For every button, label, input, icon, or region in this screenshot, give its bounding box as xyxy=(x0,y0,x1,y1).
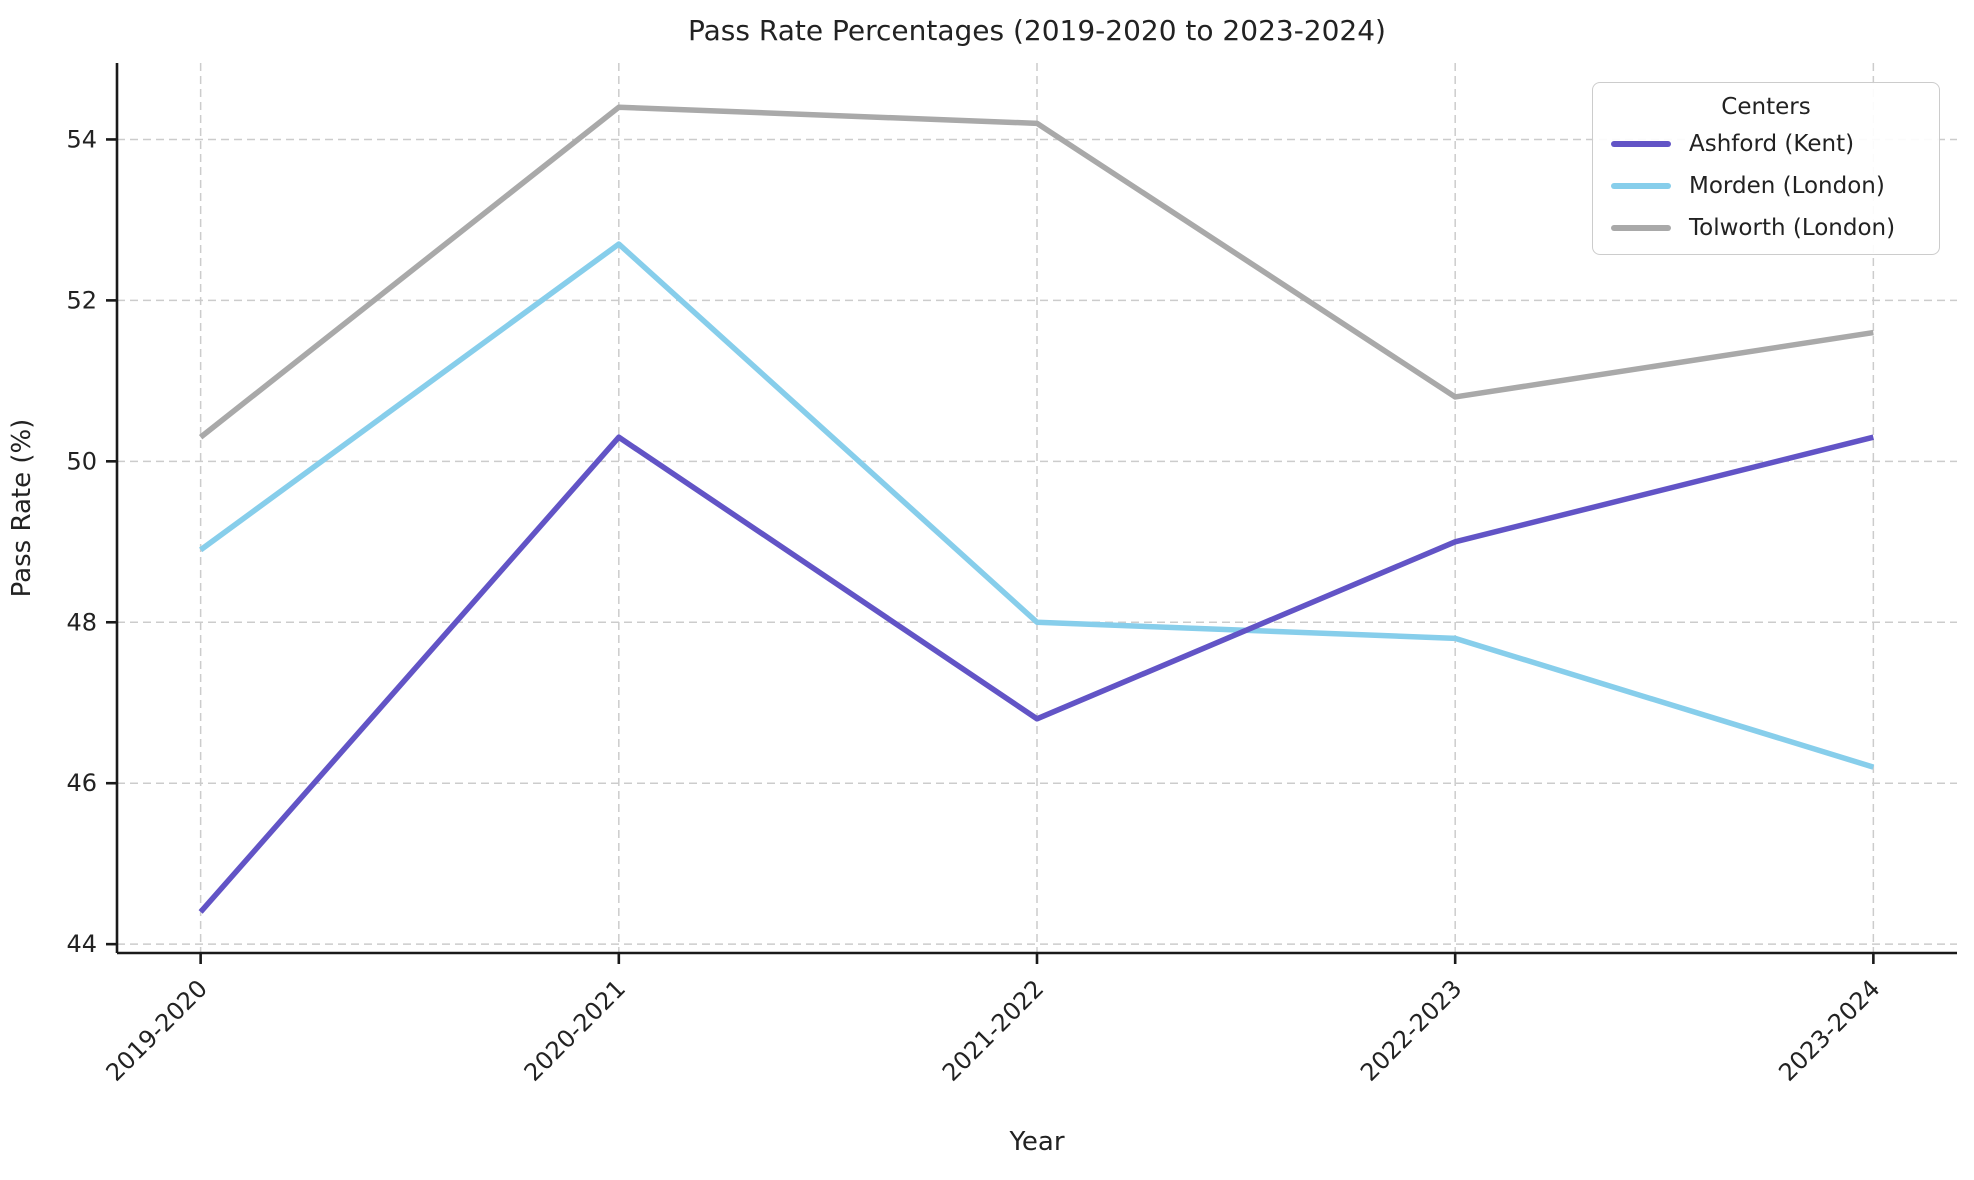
y-tick-label: 54 xyxy=(66,125,97,153)
legend-swatch xyxy=(1611,141,1671,147)
legend-items: Ashford (Kent) Morden (London) Tolworth (L… xyxy=(1611,123,1921,249)
grid-layer xyxy=(117,63,1957,953)
legend-item-label: Ashford (Kent) xyxy=(1689,131,1855,157)
series-layer xyxy=(198,104,1875,914)
y-tick-label: 48 xyxy=(66,608,97,636)
x-tick-label: 2023-2024 xyxy=(1773,974,1885,1086)
x-tick-label: 2021-2022 xyxy=(937,974,1049,1086)
y-tick-label: 46 xyxy=(66,769,97,797)
y-tick-label: 44 xyxy=(66,930,97,958)
series-line-morden-london- xyxy=(199,241,1875,770)
legend-swatch xyxy=(1611,183,1671,189)
series-line-tolworth-london- xyxy=(198,104,1874,440)
y-axis-label: Pass Rate (%) xyxy=(7,419,37,598)
legend-item: Tolworth (London) xyxy=(1611,207,1921,249)
chart-title: Pass Rate Percentages (2019-2020 to 2023… xyxy=(688,14,1386,47)
tick-label-layer: 44 46 48 50 52 54 2019-2020 2020-2021 2021-2022 2… xyxy=(66,125,1885,1086)
axis-layer xyxy=(106,63,1957,964)
x-tick-label: 2020-2021 xyxy=(519,974,631,1086)
legend-item: Morden (London) xyxy=(1611,165,1921,207)
series-line-ashford-kent- xyxy=(198,434,1875,914)
legend-title: Centers xyxy=(1721,94,1811,120)
legend-item: Ashford (Kent) xyxy=(1611,123,1921,165)
legend-item-label: Morden (London) xyxy=(1689,173,1885,199)
legend: Centers Ashford (Kent) Morden (London) Tol… xyxy=(1592,82,1940,255)
x-axis-label: Year xyxy=(1008,1127,1064,1157)
y-tick-label: 50 xyxy=(66,447,97,475)
y-tick-label: 52 xyxy=(66,286,97,314)
x-tick-label: 2022-2023 xyxy=(1355,974,1467,1086)
legend-swatch xyxy=(1611,225,1671,231)
x-tick-label: 2019-2020 xyxy=(101,974,213,1086)
legend-item-label: Tolworth (London) xyxy=(1689,215,1896,241)
